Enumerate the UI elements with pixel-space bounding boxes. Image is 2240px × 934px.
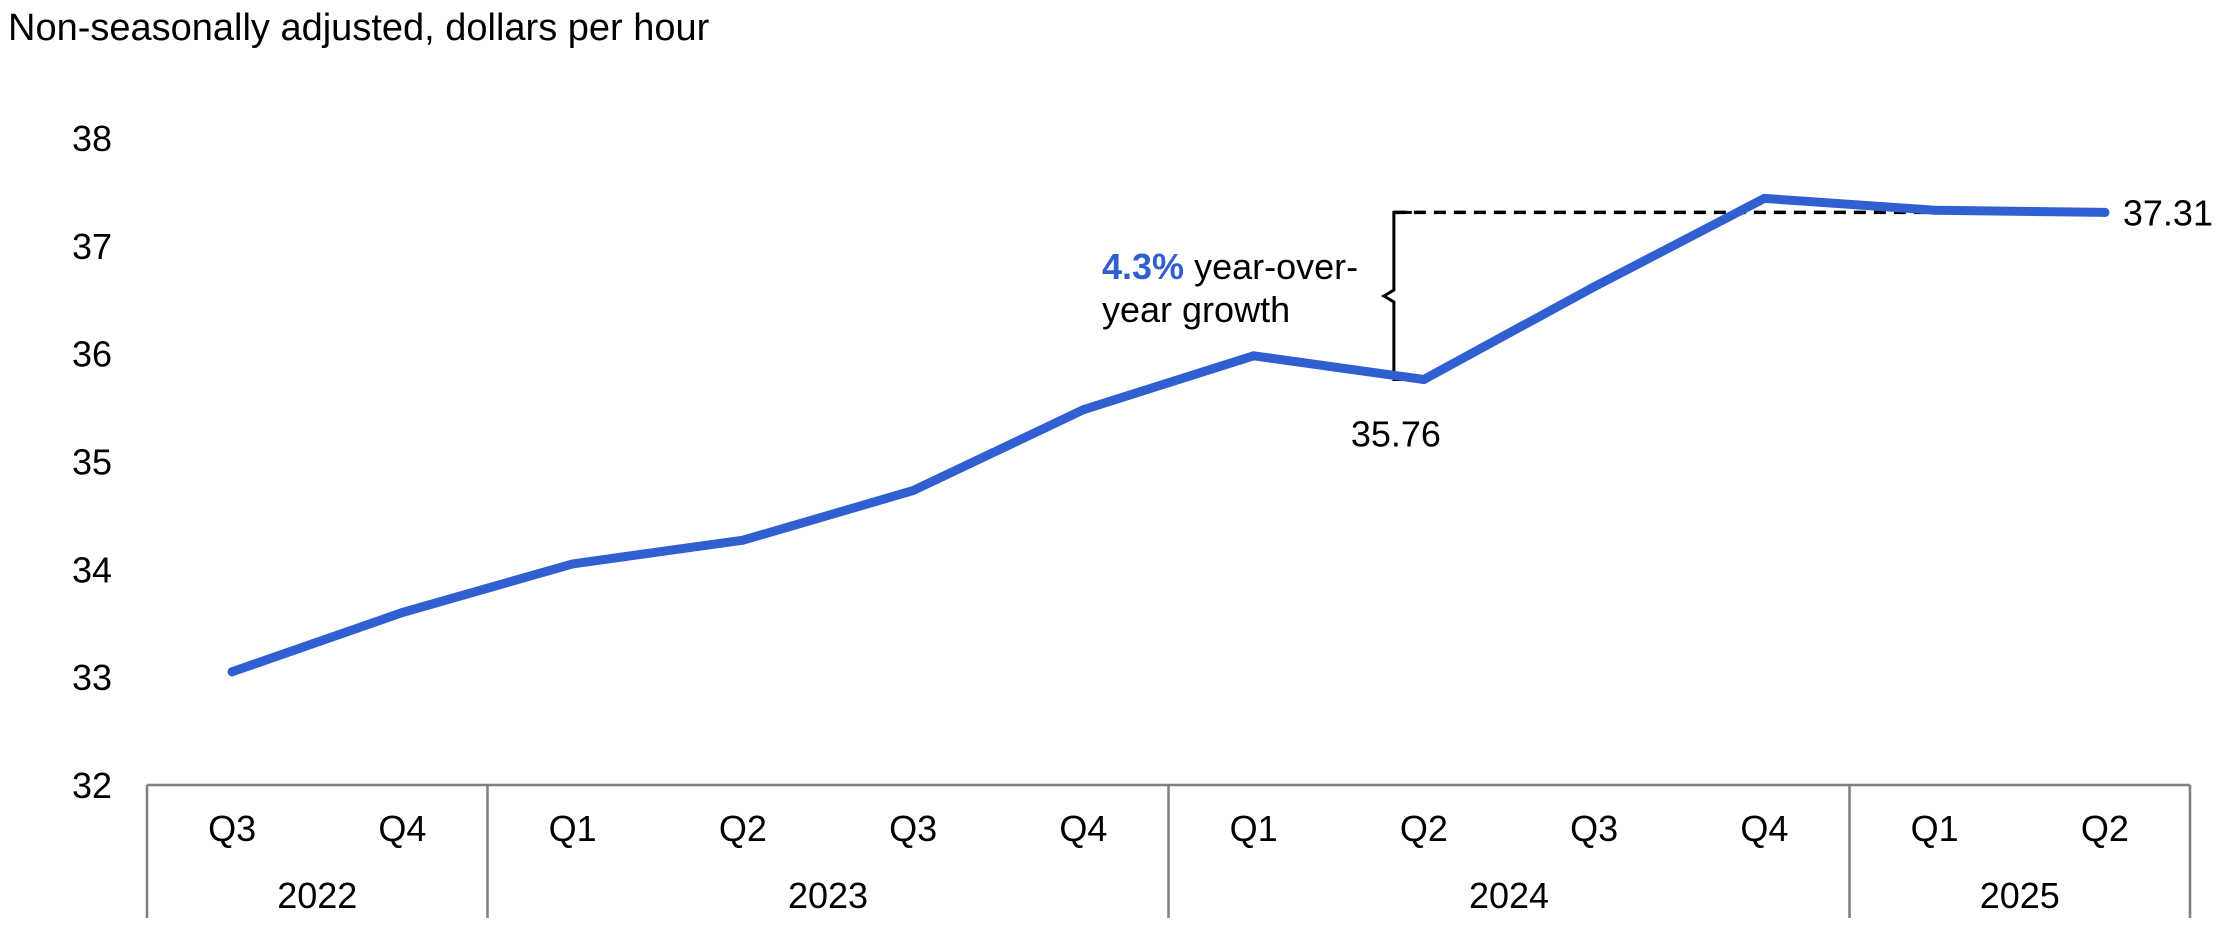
x-tick-label: Q3 — [1570, 808, 1618, 849]
x-tick-label: Q1 — [549, 808, 597, 849]
growth-text-part: year-over- — [1184, 246, 1358, 287]
chart-subtitle: Non-seasonally adjusted, dollars per hou… — [8, 7, 710, 49]
x-axis: Q3 Q4 Q1 Q2 Q3 Q4 Q1 Q2 Q3 Q4 Q1 Q2 2022 2023 2024 2025 — [145, 783, 2192, 918]
data-point — [397, 607, 407, 617]
start-value-label: 35.76 — [1351, 414, 1441, 455]
end-value-label: 37.31 — [2123, 192, 2213, 233]
year-label: 2025 — [1980, 875, 2060, 916]
year-label: 2022 — [277, 875, 357, 916]
data-point — [1078, 405, 1088, 415]
x-tick-label: Q2 — [2081, 808, 2129, 849]
x-tick-label: Q4 — [1740, 808, 1788, 849]
data-point — [568, 559, 578, 569]
x-tick-label: Q4 — [378, 808, 426, 849]
x-tick-label: Q3 — [208, 808, 256, 849]
series-group — [227, 193, 2110, 677]
x-tick-label: Q3 — [889, 808, 937, 849]
y-tick-label: 36 — [72, 334, 112, 375]
y-tick-label: 37 — [72, 226, 112, 267]
growth-value: 4.3% — [1102, 246, 1184, 287]
series-line — [227, 193, 2110, 677]
x-tick-label: Q2 — [1400, 808, 1448, 849]
growth-text-line1: 4.3% year-over- — [1102, 246, 1358, 287]
y-tick-label: 35 — [72, 442, 112, 483]
y-tick-label: 33 — [72, 657, 112, 698]
y-tick-label: 32 — [72, 765, 112, 806]
data-point — [1249, 351, 1259, 361]
y-axis: 32 33 34 35 36 37 38 — [72, 118, 112, 806]
year-label: 2023 — [788, 875, 868, 916]
data-point — [1589, 282, 1599, 292]
growth-bracket — [1380, 210, 1412, 382]
year-label: 2024 — [1469, 875, 1549, 916]
x-tick-label: Q1 — [1230, 808, 1278, 849]
data-point — [908, 486, 918, 496]
data-point — [1759, 193, 1769, 203]
data-point — [1419, 375, 1429, 385]
x-tick-label: Q2 — [719, 808, 767, 849]
data-point — [227, 667, 237, 677]
data-point — [738, 535, 748, 545]
y-tick-label: 34 — [72, 549, 112, 590]
data-point — [2100, 207, 2110, 217]
growth-annotation: 35.76 37.31 4.3% year-over-year growth — [1102, 192, 2213, 454]
data-point — [1930, 205, 1940, 215]
y-tick-label: 38 — [72, 118, 112, 159]
x-tick-label: Q4 — [1059, 808, 1107, 849]
growth-text-line2: year growth — [1102, 289, 1290, 330]
x-tick-label: Q1 — [1911, 808, 1959, 849]
